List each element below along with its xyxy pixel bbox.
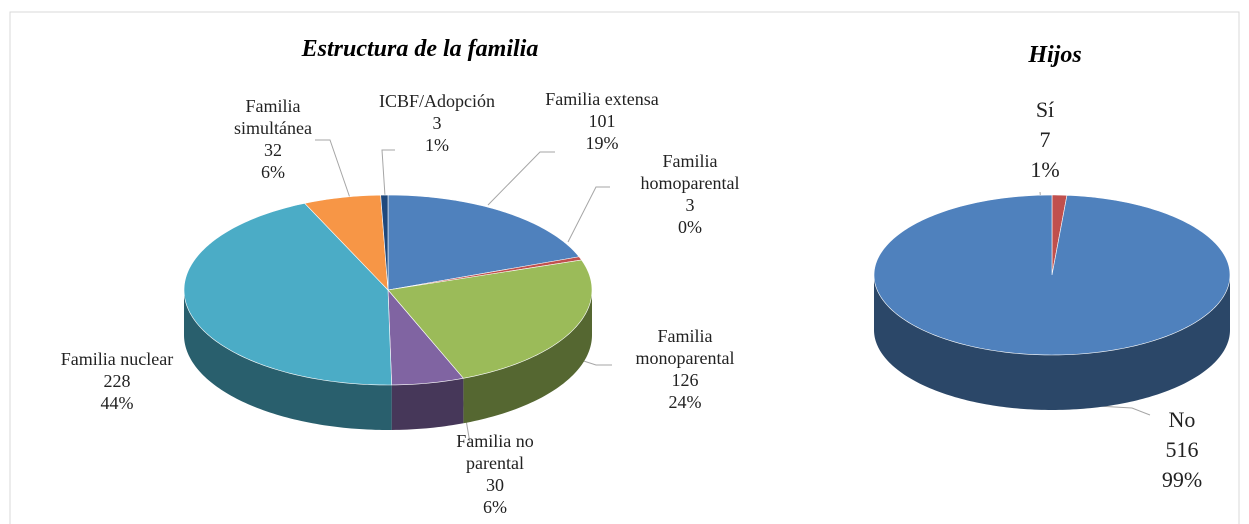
data-label: Familia extensa 101 19% <box>527 88 677 154</box>
data-label: Sí 7 1% <box>1005 95 1085 185</box>
label-value: 3 <box>685 195 695 215</box>
label-value: 32 <box>264 140 282 160</box>
label-name: Familia monoparental <box>635 326 735 368</box>
data-label: Familia monoparental 126 24% <box>615 325 755 413</box>
label-percent: 24% <box>668 392 702 412</box>
label-name: ICBF/Adopción <box>378 91 495 111</box>
pie-slice <box>387 194 580 291</box>
label-value: 3 <box>432 113 442 133</box>
pie-side <box>874 275 1230 410</box>
data-label: ICBF/Adopción 3 1% <box>352 90 522 156</box>
label-percent: 6% <box>483 497 507 517</box>
data-label: Familia homoparental 3 0% <box>635 150 745 238</box>
data-label: No 516 99% <box>1142 405 1222 495</box>
label-name: Familia nuclear <box>60 349 174 369</box>
pie-side <box>184 290 392 430</box>
label-name: Familia homoparental <box>640 151 740 193</box>
label-name: Familia no parental <box>456 431 534 473</box>
label-value: 101 <box>588 111 616 131</box>
label-value: 516 <box>1165 437 1199 462</box>
data-label: Familia no parental 30 6% <box>443 430 548 518</box>
label-percent: 1% <box>1030 157 1060 182</box>
label-name: No <box>1168 407 1196 432</box>
frame <box>9 11 1240 524</box>
label-percent: 99% <box>1161 467 1203 492</box>
pie-slice <box>304 194 389 291</box>
label-percent: 6% <box>261 162 285 182</box>
pie-slice <box>387 259 593 379</box>
pie-slice <box>183 202 392 386</box>
label-name: Familia simultánea <box>234 96 312 138</box>
data-label: Familia nuclear 228 44% <box>37 348 197 414</box>
label-name: Sí <box>1035 97 1055 122</box>
label-name: Familia extensa <box>545 89 659 109</box>
chart-title: Estructura de la familia <box>301 36 539 62</box>
pie-slice <box>387 289 464 386</box>
pie-side <box>463 290 592 424</box>
pie-slice <box>873 194 1231 356</box>
label-percent: 1% <box>425 135 449 155</box>
label-percent: 44% <box>100 393 134 413</box>
data-label: Familia simultánea 32 6% <box>223 95 323 183</box>
label-value: 126 <box>671 370 699 390</box>
label-value: 30 <box>486 475 504 495</box>
label-value: 7 <box>1039 127 1051 152</box>
label-value: 228 <box>103 371 131 391</box>
pie-slice <box>380 194 389 291</box>
pie-side <box>391 378 464 430</box>
label-percent: 19% <box>585 133 619 153</box>
chart-title: Hijos <box>1028 42 1082 68</box>
label-percent: 0% <box>678 217 702 237</box>
